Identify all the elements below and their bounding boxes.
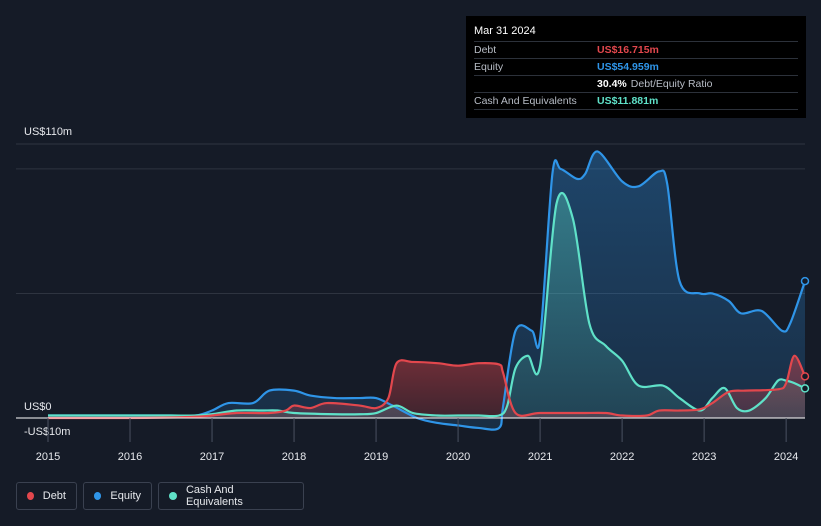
x-tick-label: 2016 [118,451,142,463]
x-tick-label: 2023 [692,451,716,463]
legend-item-cash[interactable]: Cash And Equivalents [158,482,304,510]
x-tick-label: 2015 [36,451,60,463]
tooltip-row-cash: Cash And Equivalents US$11.881m [474,92,798,110]
y-axis-top-label: US$110m [24,126,72,138]
tooltip-ratio-name: Debt/Equity Ratio [630,78,713,90]
equity-line [48,150,807,431]
tooltip-equity-value: US$54.959m [597,61,659,73]
tooltip-debt-value: US$16.715m [597,44,659,56]
cash-dot-icon [169,492,177,500]
debt-dot-icon [27,492,34,500]
tooltip-ratio-value: 30.4% [597,78,627,90]
x-tick-label: 2024 [774,451,798,463]
grid-lines [16,143,805,294]
cash-end-marker [800,384,810,393]
legend-item-equity[interactable]: Equity [83,482,152,510]
tooltip-row-ratio: 30.4% Debt/Equity Ratio [474,75,798,92]
debt-area [48,355,805,419]
tooltip-label: Cash And Equivalents [474,95,577,107]
debt-line [48,354,807,420]
data-tooltip: Mar 31 2024 Debt US$16.715m Equity US$54… [466,16,806,118]
x-axis-ticks: 2015 2016 2017 2018 2019 2020 2021 2022 2023 2024 [36,418,798,463]
y-axis-zero-label: US$0 [24,401,52,413]
x-tick-label: 2017 [200,451,224,463]
legend-label: Equity [110,490,141,502]
tooltip-row-equity: Equity US$54.959m [474,58,798,75]
legend-label: Debt [42,490,66,502]
x-tick-label: 2022 [610,451,634,463]
debt-end-marker [800,372,810,381]
y-axis-bottom-label: -US$10m [24,426,70,438]
tooltip-label [474,76,597,92]
end-markers [800,276,810,393]
tooltip-label: Debt [474,44,497,56]
x-tick-label: 2020 [446,451,470,463]
tooltip-label: Equity [474,61,504,73]
tooltip-row-debt: Debt US$16.715m [474,41,798,58]
series-lines [48,150,807,431]
legend-label: Cash And Equivalents [185,484,243,508]
equity-dot-icon [94,492,102,500]
tooltip-date: Mar 31 2024 [474,25,536,37]
tooltip-cash-value: US$11.881m [597,95,659,107]
x-tick-label: 2019 [364,451,388,463]
x-tick-label: 2018 [282,451,306,463]
cash-area [48,192,805,418]
equity-end-marker [800,276,810,286]
x-tick-label: 2021 [528,451,552,463]
cash-line [48,191,806,418]
series-areas [48,151,805,430]
legend-item-debt[interactable]: Debt [16,482,77,510]
